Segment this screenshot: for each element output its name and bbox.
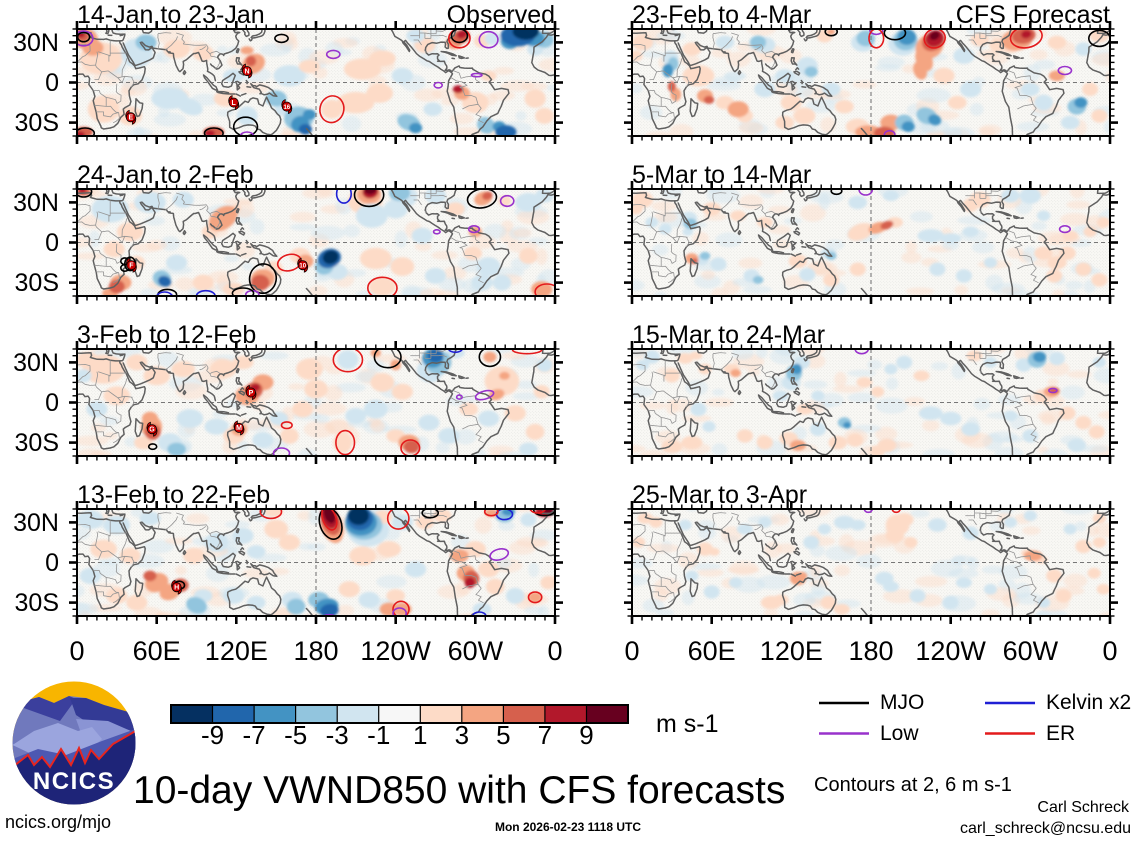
svg-text:G: G	[149, 427, 155, 434]
svg-text:H: H	[174, 585, 179, 592]
svg-text:10: 10	[299, 264, 306, 270]
svg-text:N: N	[244, 68, 249, 75]
svg-text:F: F	[129, 263, 134, 270]
svg-text:E: E	[128, 115, 133, 122]
svg-text:L: L	[232, 100, 237, 107]
svg-text:M: M	[236, 425, 242, 432]
svg-text:P: P	[249, 390, 254, 397]
svg-text:NCICS: NCICS	[33, 768, 115, 795]
svg-text:16: 16	[283, 105, 290, 111]
